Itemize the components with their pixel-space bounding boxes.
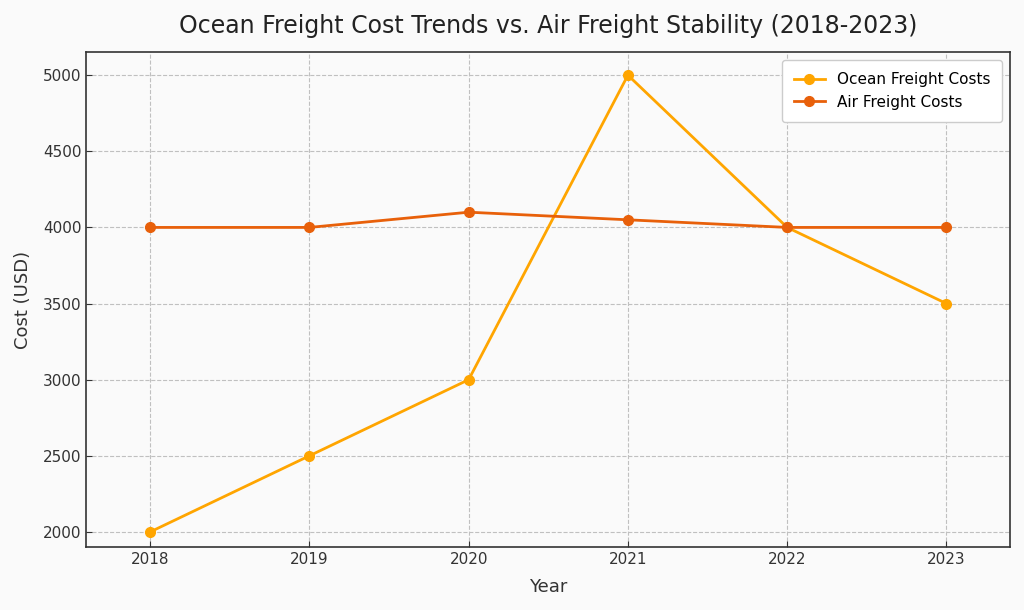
Ocean Freight Costs — [781, 224, 794, 231]
Air Freight Costs — [622, 216, 634, 223]
Y-axis label: Cost (USD): Cost (USD) — [14, 251, 32, 349]
Line: Ocean Freight Costs: Ocean Freight Costs — [145, 70, 951, 537]
Air Freight Costs — [303, 224, 315, 231]
Ocean Freight Costs — [940, 300, 952, 307]
Title: Ocean Freight Cost Trends vs. Air Freight Stability (2018-2023): Ocean Freight Cost Trends vs. Air Freigh… — [179, 14, 918, 38]
Legend: Ocean Freight Costs, Air Freight Costs: Ocean Freight Costs, Air Freight Costs — [781, 60, 1002, 122]
X-axis label: Year: Year — [529, 578, 567, 596]
Air Freight Costs — [781, 224, 794, 231]
Ocean Freight Costs — [463, 376, 475, 383]
Air Freight Costs — [144, 224, 157, 231]
Ocean Freight Costs — [622, 71, 634, 79]
Ocean Freight Costs — [144, 528, 157, 536]
Line: Air Freight Costs: Air Freight Costs — [145, 207, 951, 232]
Air Freight Costs — [463, 209, 475, 216]
Air Freight Costs — [940, 224, 952, 231]
Ocean Freight Costs — [303, 452, 315, 459]
